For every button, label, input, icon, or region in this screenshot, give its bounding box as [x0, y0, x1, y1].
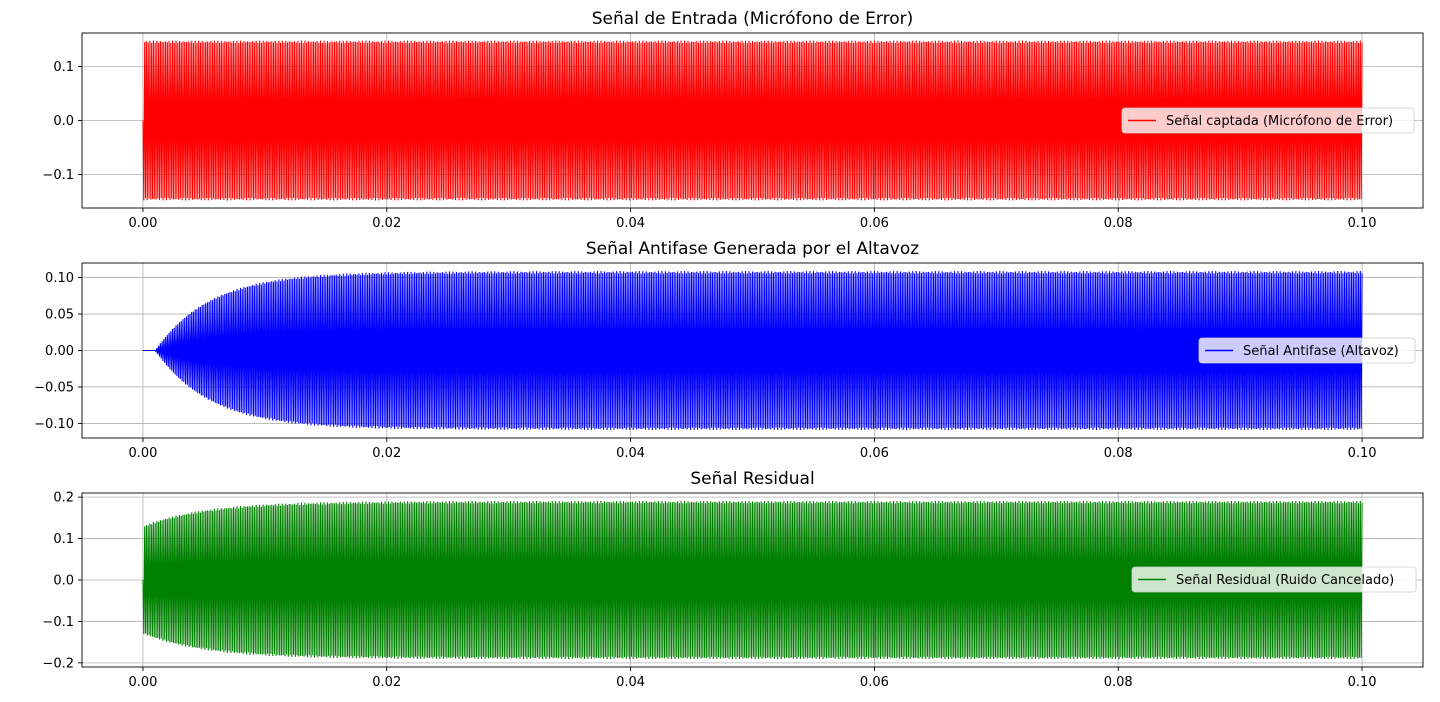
x-tick-label: 0.02: [372, 675, 401, 690]
x-tick-label: 0.10: [1348, 216, 1377, 231]
x-tick-label: 0.08: [1104, 446, 1133, 461]
series-line: [142, 40, 1363, 201]
y-tick-label: 0.2: [53, 491, 74, 506]
x-tick-label: 0.00: [128, 446, 157, 461]
legend: Señal Residual (Ruido Cancelado): [1131, 566, 1417, 593]
y-tick-label: 0.1: [53, 60, 74, 75]
chart-title: Señal Antifase Generada por el Altavoz: [586, 239, 919, 259]
legend: Señal Antifase (Altavoz): [1198, 337, 1416, 364]
chart-title: Señal Residual: [690, 469, 814, 489]
x-tick-label: 0.04: [616, 216, 645, 231]
x-tick-label: 0.00: [128, 216, 157, 231]
y-tick-label: 0.10: [45, 271, 74, 286]
series-line: [142, 271, 1363, 430]
chart-title: Señal de Entrada (Micrófono de Error): [592, 9, 914, 29]
x-tick-label: 0.00: [128, 675, 157, 690]
x-tick-label: 0.10: [1348, 675, 1377, 690]
x-tick-label: 0.06: [860, 446, 889, 461]
legend-box: [1198, 337, 1416, 364]
y-tick-label: 0.0: [53, 574, 74, 589]
legend: Señal captada (Micrófono de Error): [1121, 107, 1415, 134]
legend-label: Señal Residual (Ruido Cancelado): [1176, 573, 1394, 588]
y-tick-label: 0.0: [53, 114, 74, 129]
y-tick-label: 0.05: [45, 308, 74, 323]
y-tick-label: −0.05: [34, 380, 74, 395]
y-tick-label: −0.1: [42, 615, 74, 630]
x-tick-label: 0.08: [1104, 216, 1133, 231]
series-line: [142, 500, 1363, 660]
x-tick-label: 0.06: [860, 675, 889, 690]
x-tick-label: 0.02: [372, 446, 401, 461]
legend-label: Señal Antifase (Altavoz): [1243, 344, 1399, 359]
x-tick-label: 0.08: [1104, 675, 1133, 690]
y-tick-label: 0.1: [53, 532, 74, 547]
y-tick-label: 0.00: [45, 344, 74, 359]
chart-panel-1: Señal de Entrada (Micrófono de Error) 0.0…: [42, 9, 1424, 231]
x-tick-label: 0.04: [616, 675, 645, 690]
legend-label: Señal captada (Micrófono de Error): [1166, 114, 1393, 129]
legend-box: [1131, 566, 1417, 593]
chart-panel-3: Señal Residual 0.00 0.02 0.04 0.06 0.08 0.10 0.…: [42, 469, 1424, 690]
y-tick-label: −0.1: [42, 168, 74, 183]
y-tick-label: −0.2: [42, 656, 74, 671]
y-tick-label: −0.10: [34, 417, 74, 432]
x-tick-label: 0.10: [1348, 446, 1377, 461]
legend-box: [1121, 107, 1415, 134]
x-tick-label: 0.06: [860, 216, 889, 231]
x-tick-label: 0.04: [616, 446, 645, 461]
chart-panel-2: Señal Antifase Generada por el Altavoz 0.…: [34, 239, 1424, 461]
x-tick-label: 0.02: [372, 216, 401, 231]
